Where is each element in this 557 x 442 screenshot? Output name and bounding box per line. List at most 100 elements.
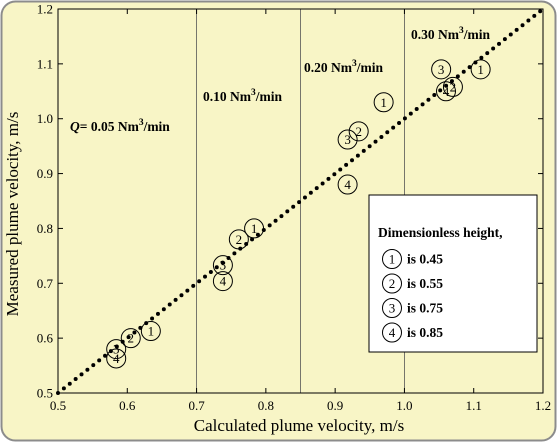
region-label-text: 0.10 Nm: [203, 89, 252, 104]
x-tick-label: 0.8: [258, 398, 274, 413]
marker-label: 2: [389, 276, 396, 291]
marker-circle: [106, 339, 127, 360]
marker-label: 4: [443, 84, 450, 99]
legend-items: 1 is 0.45 2 is 0.55 3 is 0.75 4 is 0.85: [382, 249, 443, 343]
legend-item-label: is 0.75: [407, 301, 443, 316]
marker-label: 1: [148, 324, 155, 339]
marker-circle: [442, 76, 463, 97]
y-tick-label: 0.8: [37, 221, 53, 236]
y-axis-label: Measured plume velocity, m/s: [3, 112, 22, 317]
reference-line: [56, 7, 545, 395]
marker-circle: [228, 229, 249, 250]
marker-circle: [382, 273, 402, 294]
marker-label: 4: [220, 274, 227, 289]
y-tick-label: 0.5: [37, 386, 53, 401]
marker-label: 3: [389, 301, 396, 316]
data-point-2: 2: [348, 121, 369, 142]
marker-label: 4: [344, 177, 351, 192]
legend-marker-2: 2: [382, 273, 402, 294]
x-tick-label: 0.6: [119, 398, 136, 413]
y-tick-label: 1.1: [37, 56, 53, 71]
region-label-superscript: 3: [352, 59, 357, 69]
marker-label: 3: [220, 258, 227, 273]
x-tick-label: 1.1: [466, 398, 482, 413]
marker-label: 4: [113, 351, 120, 366]
x-tick-label: 0.5: [50, 398, 66, 413]
y-tick-label: 0.9: [37, 166, 53, 181]
data-point-2: 2: [120, 328, 141, 349]
marker-label: 2: [236, 232, 243, 247]
data-point-2: 2: [442, 76, 463, 97]
legend-item-label: is 0.85: [407, 325, 443, 340]
x-tick-label: 1.0: [396, 398, 412, 413]
legend-item-label: is 0.45: [407, 252, 443, 267]
data-point-1: 1: [373, 92, 394, 113]
region-label: 0.30 Nm3/min: [411, 26, 490, 42]
y-tick-label: 0.6: [37, 331, 54, 346]
marker-circle: [382, 249, 402, 269]
x-tick-label: 0.9: [327, 398, 343, 413]
marker-label: 1: [380, 95, 387, 110]
x-tick-label: 1.2: [535, 398, 551, 413]
region-label-superscript: 3: [251, 88, 256, 98]
region-label: 0.20 Nm3/min: [304, 59, 383, 75]
region-label-unit: /min: [463, 27, 491, 42]
region-label-q-symbol: Q: [70, 119, 80, 134]
data-point-4: 4: [436, 81, 456, 102]
marker-circle: [373, 92, 394, 113]
legend-marker-4: 4: [382, 322, 402, 343]
data-point-4: 4: [212, 271, 233, 292]
marker-circle: [106, 348, 127, 369]
marker-circle: [244, 218, 265, 239]
marker-circle: [212, 271, 233, 292]
x-tick-label: 0.7: [188, 398, 205, 413]
marker-label: 2: [355, 124, 362, 139]
marker-circle: [337, 129, 358, 150]
data-point-3: 3: [212, 255, 233, 276]
marker-circle: [382, 322, 402, 343]
marker-label: 1: [251, 221, 258, 236]
marker-circle: [140, 321, 161, 342]
region-label-unit: /min: [143, 119, 171, 134]
marker-label: 2: [128, 331, 135, 346]
y-tick-label: 0.7: [37, 276, 54, 291]
marker-circle: [337, 174, 358, 195]
data-point-3: 3: [431, 59, 452, 80]
region-label-text: 0.20 Nm: [304, 60, 353, 75]
axes-frame: [57, 8, 544, 394]
legend: Dimensionless height, 1 is 0.45 2 is 0.55 3 i…: [368, 194, 538, 353]
plot-area: 0.5 0.6 0.7 0.8 0.9 1.0 1.1 1.2 0.5 0.6 0.7 0.8 0.9 1…: [37, 2, 551, 414]
legend-marker-3: 3: [382, 298, 402, 318]
marker-circle: [120, 328, 141, 349]
data-point-4: 4: [106, 348, 127, 369]
region-label-superscript: 3: [139, 118, 144, 128]
x-axis-label: Calculated plume velocity, m/s: [194, 416, 404, 435]
region-label-text: = 0.05 Nm: [80, 119, 140, 134]
region-label: 0.10 Nm3/min: [203, 88, 282, 104]
data-point-2: 2: [228, 229, 249, 250]
data-point-1: 1: [244, 218, 265, 239]
data-point-1: 1: [470, 59, 491, 80]
marker-circle: [436, 81, 456, 102]
region-label-text: 0.30 Nm: [411, 27, 460, 42]
region-label-unit: /min: [356, 60, 384, 75]
marker-label: 2: [450, 79, 457, 94]
marker-label: 4: [389, 325, 396, 340]
legend-item-label: is 0.55: [407, 276, 443, 291]
y-tick-label: 1.0: [37, 111, 53, 126]
data-point-3: 3: [337, 129, 358, 150]
marker-circle: [348, 121, 369, 142]
legend-title: Dimensionless height,: [378, 225, 503, 240]
legend-box: [368, 194, 538, 353]
marker-circle: [431, 59, 452, 80]
marker-circle: [382, 298, 402, 318]
data-point-1: 1: [140, 321, 161, 342]
y-tick-label: 1.2: [37, 2, 53, 17]
marker-label: 1: [389, 252, 396, 267]
legend-marker-1: 1: [382, 249, 402, 269]
data-point-4: 4: [337, 174, 358, 195]
marker-circle: [470, 59, 491, 80]
marker-label: 1: [477, 62, 484, 77]
region-label-unit: /min: [255, 89, 283, 104]
